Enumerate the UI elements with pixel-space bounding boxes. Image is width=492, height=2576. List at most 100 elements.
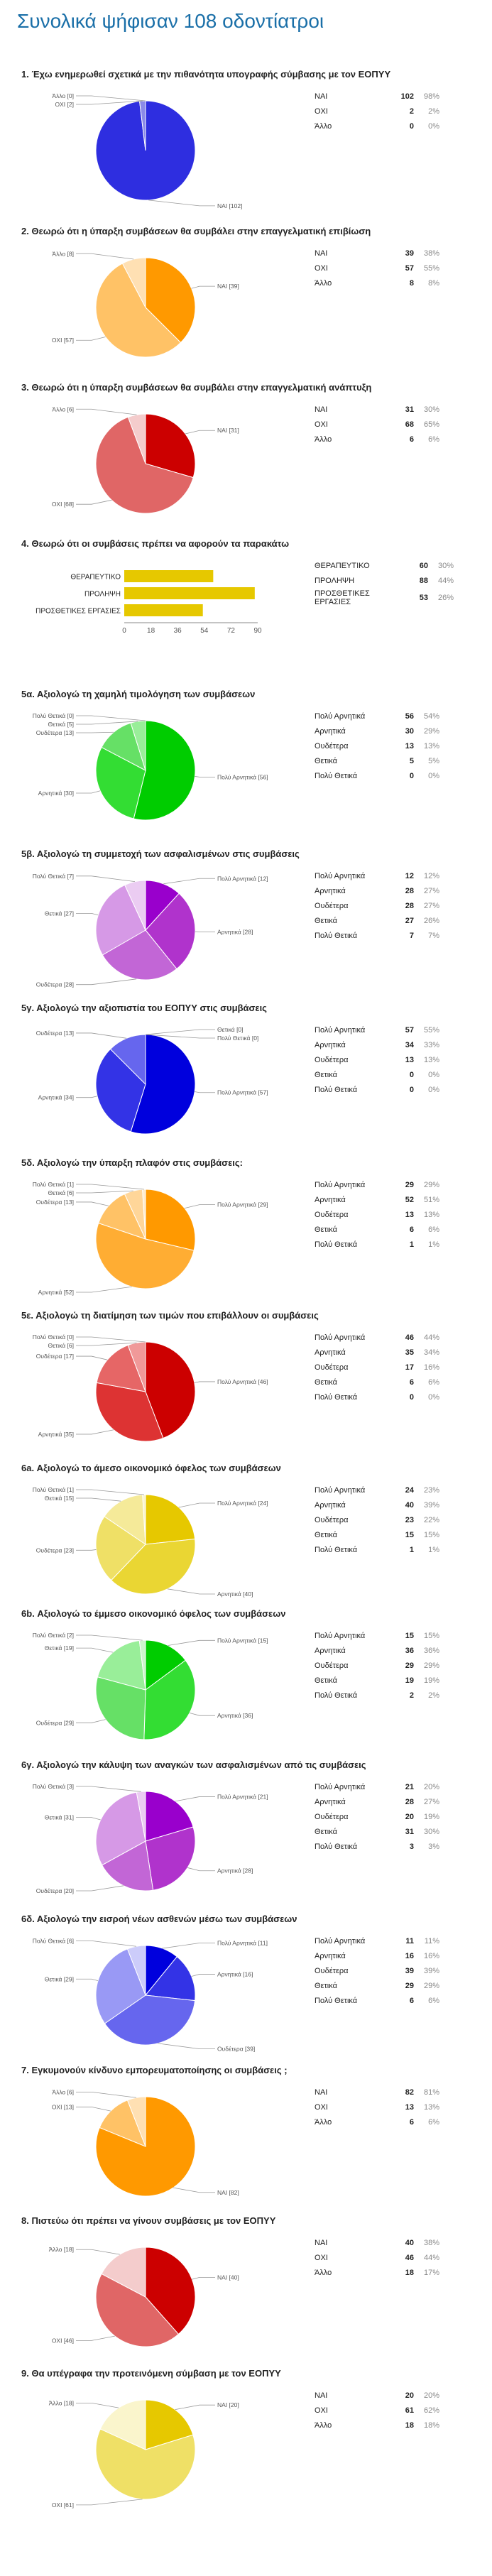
percent-value: 62% xyxy=(423,2406,439,2415)
slice-label: Αρνητικά [30] xyxy=(38,790,74,797)
question-title: 6a. Αξιολογώ το άμεσο οικονομικό όφελος … xyxy=(21,1463,281,1473)
summary-table: ΝΑΙ 20 20% ΟΧΙ 61 62% Άλλο 18 18% xyxy=(312,2388,442,2433)
count-value: 17 xyxy=(405,1363,414,1372)
summary-table: Πολύ Αρνητικά 24 23% Αρνητικά 40 39% Ουδέτερα 2… xyxy=(312,1483,442,1557)
count-value: 88 xyxy=(419,576,428,585)
category-label: Ουδέτερα xyxy=(315,741,349,751)
percent-value: 19% xyxy=(423,1812,439,1821)
slice-label: Αρνητικά [28] xyxy=(217,1867,253,1874)
slice-label: ΟΧΙ [61] xyxy=(52,2501,74,2509)
pie-chart: Πολύ Αρνητικά [46] Πολύ Θετικά [0]Θετικά … xyxy=(33,1333,268,1442)
category-label: Αρνητικά xyxy=(315,1797,346,1806)
count-value: 39 xyxy=(405,249,414,258)
slice-label: Άλλο [6] xyxy=(52,405,74,413)
x-tick-label: 54 xyxy=(200,627,209,635)
count-value: 82 xyxy=(405,2087,414,2097)
slice-label: Πολύ Αρνητικά [57] xyxy=(217,1089,268,1096)
category-label: Αρνητικά xyxy=(315,1951,346,1960)
slice-label: Θετικά [15] xyxy=(45,1495,74,1502)
slice-label: Αρνητικά [35] xyxy=(38,1431,74,1438)
percent-value: 2% xyxy=(428,107,439,116)
table-row: Πολύ Αρνητικά 57 55% xyxy=(312,1022,442,1037)
count-value: 36 xyxy=(405,1646,414,1655)
table-row: Άλλο 6 6% xyxy=(312,432,442,447)
count-value: 28 xyxy=(405,901,414,910)
pie-chart: ΝΑΙ [39] Άλλο [8] ΟΧΙ [57] xyxy=(52,250,239,358)
table-row: ΠΡΟΛΗΨΗ 88 44% xyxy=(312,573,456,588)
table-row: Θετικά 15 15% xyxy=(312,1527,442,1542)
category-label: Πολύ Αρνητικά xyxy=(315,1485,366,1495)
slice-label: Ουδέτερα [28] xyxy=(36,981,74,988)
question-title: 7. Εγκυμονούν κίνδυνο εμπορευματοποίησης… xyxy=(21,2065,288,2075)
slice-label: ΟΧΙ [13] xyxy=(52,2103,74,2110)
category-label: Θετικά xyxy=(315,1225,337,1234)
pie-slice xyxy=(95,1791,146,1866)
leader-line xyxy=(76,337,106,341)
table-row: Πολύ Αρνητικά 24 23% xyxy=(312,1483,442,1497)
count-value: 2 xyxy=(409,1691,414,1700)
slice-label: Πολύ Αρνητικά [46] xyxy=(217,1378,268,1385)
pie-slice xyxy=(95,1516,146,1581)
pie-chart: ΝΑΙ [102] Άλλο [0] ΟΧΙ [2] xyxy=(52,92,242,209)
slice-label: Θετικά [5] xyxy=(48,721,74,728)
table-row: Πολύ Θετικά 7 7% xyxy=(312,928,442,943)
count-value: 13 xyxy=(405,1210,414,1219)
category-label: Πολύ Αρνητικά xyxy=(315,871,366,880)
percent-value: 44% xyxy=(437,576,454,585)
slice-label: Αρνητικά [40] xyxy=(217,1590,253,1598)
percent-value: 11% xyxy=(424,1936,439,1945)
x-tick-label: 72 xyxy=(227,627,236,635)
slice-label: Πολύ Θετικά [1] xyxy=(33,1181,74,1188)
summary-table: Πολύ Αρνητικά 57 55% Αρνητικά 34 33% Ουδέτερα 1… xyxy=(312,1022,442,1097)
percent-value: 16% xyxy=(423,1363,439,1372)
pie-chart: ΝΑΙ [20] Άλλο [18] ΟΧΙ [61] xyxy=(49,2399,239,2509)
count-value: 52 xyxy=(405,1195,414,1204)
count-value: 46 xyxy=(405,1333,414,1342)
table-row: ΟΧΙ 61 62% xyxy=(312,2403,442,2418)
category-label: Ουδέτερα xyxy=(315,1210,349,1219)
slice-label: Ουδέτερα [13] xyxy=(36,1199,74,1206)
percent-value: 3% xyxy=(428,1842,439,1851)
percent-value: 23% xyxy=(423,1485,439,1495)
count-value: 8 xyxy=(409,278,414,288)
count-value: 0 xyxy=(409,1085,414,1094)
slice-label: Πολύ Θετικά [3] xyxy=(33,1783,74,1790)
table-row: Άλλο 18 17% xyxy=(312,2265,442,2280)
table-row: Θετικά 6 6% xyxy=(312,1222,442,1237)
table-row: ΝΑΙ 102 98% xyxy=(312,89,442,104)
leader-line xyxy=(76,253,134,260)
pie-slice xyxy=(145,2247,196,2335)
slice-label: Ουδέτερα [17] xyxy=(36,1353,74,1360)
category-label: ΝΑΙ xyxy=(315,249,328,258)
table-row: Πολύ Θετικά 0 0% xyxy=(312,1082,442,1097)
leader-line xyxy=(162,1943,215,1949)
slice-label: Θετικά [27] xyxy=(45,910,74,917)
count-value: 28 xyxy=(405,886,414,895)
slice-label: Θετικά [31] xyxy=(45,1814,74,1821)
leader-line xyxy=(76,1817,101,1821)
bar-category-label: ΘΕΡΑΠΕΥΤΙΚΟ xyxy=(70,574,121,582)
percent-value: 29% xyxy=(423,1981,439,1990)
pie-slice xyxy=(121,257,146,308)
count-value: 20 xyxy=(405,2391,414,2400)
slice-label: ΝΑΙ [40] xyxy=(217,2274,239,2281)
count-value: 16 xyxy=(405,1951,414,1960)
count-value: 102 xyxy=(400,92,414,101)
leader-line xyxy=(175,1796,215,1802)
leader-line xyxy=(185,430,215,435)
leader-line xyxy=(76,715,146,721)
pie-slice xyxy=(95,1222,195,1289)
category-label: Θετικά xyxy=(315,1981,337,1990)
count-value: 56 xyxy=(405,711,414,721)
pie-slice xyxy=(110,1538,196,1595)
slice-label: Πολύ Αρνητικά [29] xyxy=(217,1201,268,1208)
table-row: Πολύ Αρνητικά 56 54% xyxy=(312,709,442,724)
count-value: 15 xyxy=(405,1530,414,1539)
slice-label: ΝΑΙ [20] xyxy=(217,2401,239,2408)
leader-line xyxy=(76,1201,109,1206)
question-title: 1. Έχω ενημερωθεί σχετικά με την πιθανότ… xyxy=(21,69,391,80)
slice-label: ΟΧΙ [57] xyxy=(52,337,74,344)
leader-line xyxy=(187,1867,215,1872)
count-value: 23 xyxy=(405,1515,414,1524)
leader-line xyxy=(76,2091,137,2098)
